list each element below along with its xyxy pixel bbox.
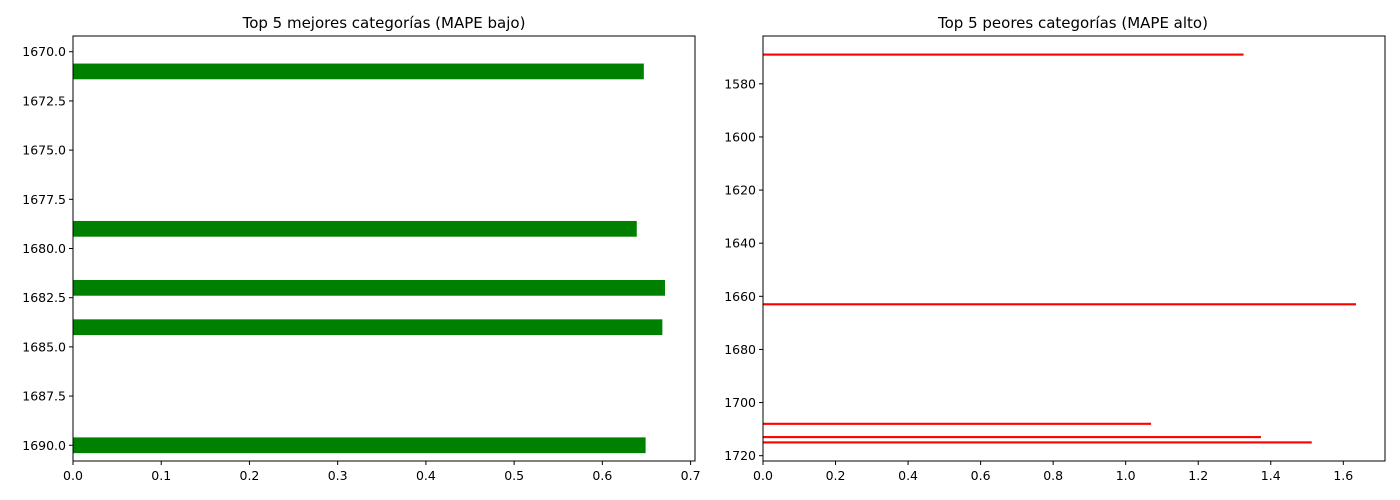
best-categories-bar-1 bbox=[73, 63, 644, 80]
worst-categories-x-axis: 0.0 0.2 0.4 0.6 0.8 1.0 1.2 1.4 1.6 bbox=[753, 461, 1353, 483]
best-categories-y-tick-label: 1687.5 bbox=[22, 389, 66, 404]
best-categories-x-tick-label: 0.2 bbox=[240, 468, 260, 483]
worst-categories-y-tick-label: 1700 bbox=[724, 395, 756, 410]
best-categories-x-tick-label: 0.5 bbox=[504, 468, 524, 483]
worst-categories-bar-2 bbox=[763, 303, 1356, 306]
worst-categories-x-tick-label: 0.0 bbox=[753, 468, 773, 483]
worst-categories-bar-4 bbox=[763, 436, 1261, 439]
best-categories-x-tick-label: 0.0 bbox=[63, 468, 83, 483]
worst-categories-y-tick-label: 1720 bbox=[724, 448, 756, 463]
worst-categories-x-tick-label: 0.8 bbox=[1043, 468, 1063, 483]
best-categories-bars bbox=[73, 63, 666, 454]
best-categories-x-tick-label: 0.6 bbox=[592, 468, 612, 483]
best-categories-bar-3 bbox=[73, 279, 666, 296]
worst-categories-y-tick-label: 1600 bbox=[724, 129, 756, 144]
worst-categories-x-tick-label: 1.0 bbox=[1116, 468, 1136, 483]
best-categories-y-tick-label: 1685.0 bbox=[22, 339, 66, 354]
worst-categories-x-tick-label: 0.6 bbox=[971, 468, 991, 483]
worst-categories-y-tick-label: 1640 bbox=[724, 236, 756, 251]
best-categories-bar-2 bbox=[73, 220, 637, 237]
worst-categories-y-tick-label: 1620 bbox=[724, 183, 756, 198]
best-categories-y-axis: 1670.0 1672.5 1675.0 1677.5 1680.0 1682.5 1685… bbox=[22, 44, 73, 453]
worst-categories-bar-1 bbox=[763, 53, 1244, 56]
best-categories-chart: Top 5 mejores categorías (MAPE bajo) 0.0… bbox=[22, 14, 700, 483]
best-categories-y-tick-label: 1682.5 bbox=[22, 290, 66, 305]
worst-categories-y-tick-label: 1580 bbox=[724, 76, 756, 91]
best-categories-x-axis: 0.0 0.1 0.2 0.3 0.4 0.5 0.6 0.7 bbox=[63, 461, 701, 483]
worst-categories-title: Top 5 peores categorías (MAPE alto) bbox=[937, 14, 1208, 32]
best-categories-title: Top 5 mejores categorías (MAPE bajo) bbox=[242, 14, 526, 32]
worst-categories-bar-3 bbox=[763, 422, 1152, 425]
worst-categories-bar-5 bbox=[763, 441, 1312, 444]
best-categories-y-tick-label: 1680.0 bbox=[22, 241, 66, 256]
best-categories-y-tick-label: 1672.5 bbox=[22, 93, 66, 108]
worst-categories-bars bbox=[763, 53, 1356, 444]
best-categories-bar-4 bbox=[73, 319, 663, 336]
worst-categories-y-tick-label: 1680 bbox=[724, 342, 756, 357]
best-categories-x-tick-label: 0.7 bbox=[681, 468, 701, 483]
best-categories-x-tick-label: 0.1 bbox=[151, 468, 171, 483]
best-categories-y-tick-label: 1677.5 bbox=[22, 192, 66, 207]
worst-categories-y-tick-label: 1660 bbox=[724, 289, 756, 304]
best-categories-x-tick-label: 0.4 bbox=[416, 468, 436, 483]
worst-categories-x-tick-label: 1.6 bbox=[1333, 468, 1353, 483]
worst-categories-y-axis: 1580 1600 1620 1640 1660 1680 1700 1720 bbox=[724, 76, 763, 463]
worst-categories-plot-frame bbox=[762, 35, 1386, 462]
best-categories-x-tick-label: 0.3 bbox=[328, 468, 348, 483]
worst-categories-x-tick-label: 1.4 bbox=[1261, 468, 1281, 483]
best-categories-y-tick-label: 1670.0 bbox=[22, 44, 66, 59]
worst-categories-x-tick-label: 0.2 bbox=[826, 468, 846, 483]
best-categories-plot-frame bbox=[72, 35, 696, 462]
worst-categories-x-tick-label: 1.2 bbox=[1188, 468, 1208, 483]
worst-categories-x-tick-label: 0.4 bbox=[898, 468, 918, 483]
best-categories-y-tick-label: 1690.0 bbox=[22, 438, 66, 453]
best-categories-y-tick-label: 1675.0 bbox=[22, 143, 66, 158]
worst-categories-chart: Top 5 peores categorías (MAPE alto) 0.0 0… bbox=[724, 14, 1386, 483]
best-categories-bar-5 bbox=[73, 437, 646, 454]
